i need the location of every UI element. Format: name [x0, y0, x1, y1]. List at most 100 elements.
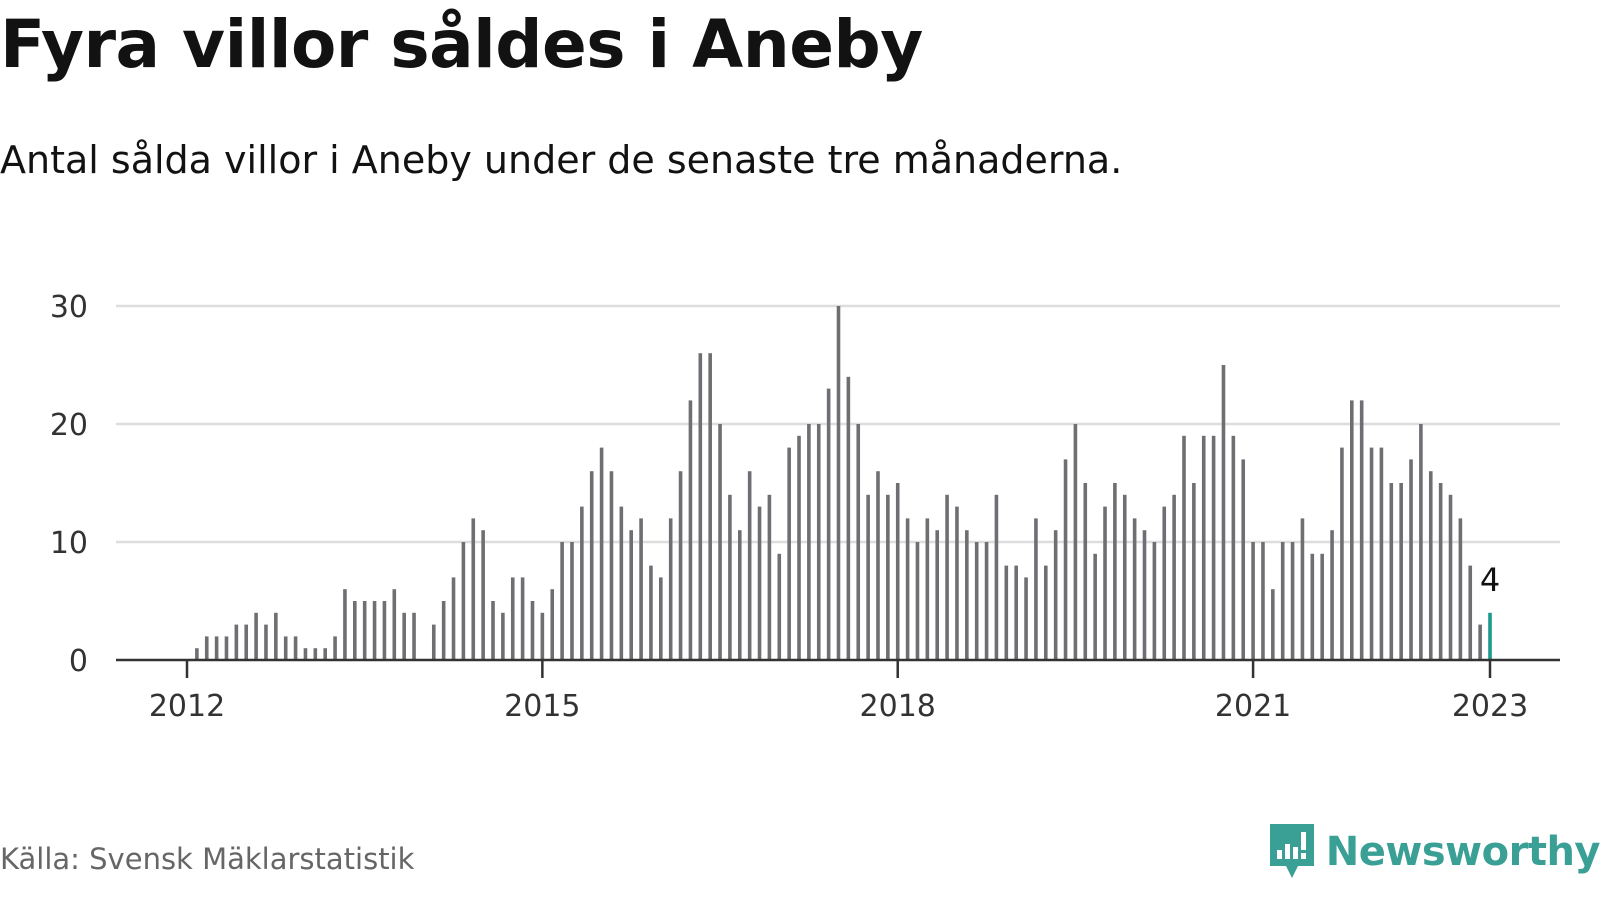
- bar: [580, 507, 584, 660]
- bar: [432, 625, 436, 660]
- bar: [945, 495, 949, 660]
- bar: [254, 613, 258, 660]
- bar: [1271, 589, 1275, 660]
- bar: [471, 518, 475, 660]
- bar: [392, 589, 396, 660]
- bar: [1311, 554, 1315, 660]
- x-tick-label: 2018: [860, 689, 936, 724]
- bar: [935, 530, 939, 660]
- bar: [1113, 483, 1117, 660]
- bar: [363, 601, 367, 660]
- bar: [1083, 483, 1087, 660]
- bar: [916, 542, 920, 660]
- bar: [856, 424, 860, 660]
- bar: [669, 518, 673, 660]
- bar: [1419, 424, 1423, 660]
- bar: [541, 613, 545, 660]
- bar: [1153, 542, 1157, 660]
- bar: [402, 613, 406, 660]
- bar: [965, 530, 969, 660]
- bar: [1014, 566, 1018, 660]
- bar: [797, 436, 801, 660]
- y-tick-label: 20: [50, 408, 88, 443]
- brand-logo: Newsworthy: [1266, 822, 1600, 882]
- bar: [412, 613, 416, 660]
- bar: [1301, 518, 1305, 660]
- bar: [718, 424, 722, 660]
- bar: [975, 542, 979, 660]
- bar: [610, 471, 614, 660]
- bar: [1370, 448, 1374, 660]
- bar: [1202, 436, 1206, 660]
- bar: [314, 648, 318, 660]
- bar: [896, 483, 900, 660]
- bars: [195, 306, 1492, 660]
- bar: [284, 636, 288, 660]
- bar: [837, 306, 841, 660]
- x-axis: 2012 2015 2018 2021 2023: [116, 660, 1560, 724]
- bar: [1241, 459, 1245, 660]
- x-tick-label: 2021: [1215, 689, 1291, 724]
- bar: [985, 542, 989, 660]
- bar: [906, 518, 910, 660]
- bar: [1172, 495, 1176, 660]
- bar: [1389, 483, 1393, 660]
- bar: [1182, 436, 1186, 660]
- bar: [1222, 365, 1226, 660]
- bar: [708, 353, 712, 660]
- bar: [235, 625, 239, 660]
- bar-chart: 0102030 2012 2015 2018 2021 2023 4: [0, 0, 1600, 800]
- bar: [1350, 400, 1354, 660]
- bar: [679, 471, 683, 660]
- bar: [1429, 471, 1433, 660]
- bar: [649, 566, 653, 660]
- bar: [807, 424, 811, 660]
- x-tick-label: 2023: [1452, 689, 1528, 724]
- annotations: 4: [1480, 561, 1500, 599]
- bar: [1409, 459, 1413, 660]
- x-tick-label: 2012: [149, 689, 225, 724]
- bar: [758, 507, 762, 660]
- bar: [511, 577, 515, 660]
- bar: [699, 353, 703, 660]
- y-tick-label: 30: [50, 290, 88, 325]
- bar: [353, 601, 357, 660]
- bar: [244, 625, 248, 660]
- bar: [1261, 542, 1265, 660]
- bar: [1034, 518, 1038, 660]
- bar: [1064, 459, 1068, 660]
- highlight-bar: [1488, 613, 1492, 660]
- bar: [866, 495, 870, 660]
- bar: [1103, 507, 1107, 660]
- bar: [1330, 530, 1334, 660]
- highlight-value-label: 4: [1480, 561, 1500, 599]
- bar: [1143, 530, 1147, 660]
- bar: [481, 530, 485, 660]
- bar: [373, 601, 377, 660]
- bar: [1439, 483, 1443, 660]
- bar: [1399, 483, 1403, 660]
- bar: [1133, 518, 1137, 660]
- bar: [205, 636, 209, 660]
- bar: [1093, 554, 1097, 660]
- bar: [1478, 625, 1482, 660]
- x-tick-label: 2015: [504, 689, 580, 724]
- bar: [728, 495, 732, 660]
- bar: [215, 636, 219, 660]
- bar: [501, 613, 505, 660]
- bar: [629, 530, 633, 660]
- bar: [521, 577, 525, 660]
- bar: [926, 518, 930, 660]
- bar: [333, 636, 337, 660]
- bar: [689, 400, 693, 660]
- bar: [383, 601, 387, 660]
- bar: [1212, 436, 1216, 660]
- bar: [787, 448, 791, 660]
- bar: [777, 554, 781, 660]
- bar: [452, 577, 456, 660]
- bar: [600, 448, 604, 660]
- bar: [442, 601, 446, 660]
- bar: [738, 530, 742, 660]
- brand-name: Newsworthy: [1326, 829, 1600, 875]
- bar: [1074, 424, 1078, 660]
